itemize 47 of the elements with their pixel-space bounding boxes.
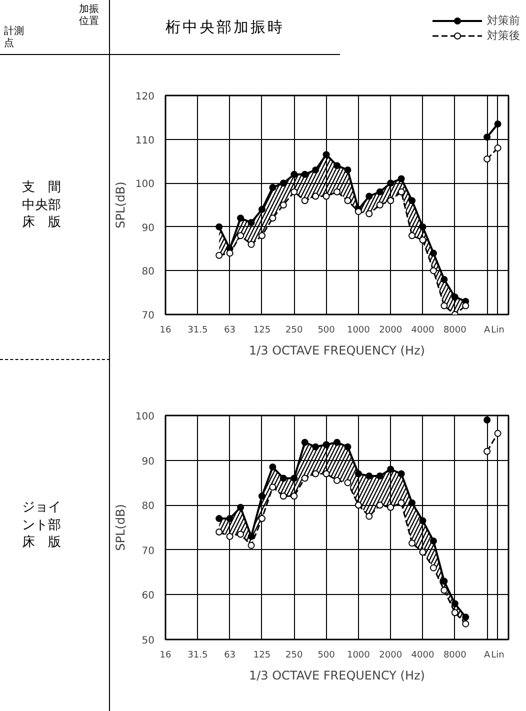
y-tick-label: 90 [142,222,155,234]
x-tick-label: 250 [286,326,303,336]
y-axis-title: SPL(dB) [113,182,128,228]
x-tick-label: 1000 [346,326,370,336]
x-tick-label: 500 [318,326,336,336]
x-tick-label: 63 [224,650,236,660]
x-tick-label: 31.5 [188,650,208,660]
x-axis-title: 1/3 OCTAVE FREQUENCY (Hz) [249,344,426,358]
y-tick-label: 60 [142,590,155,602]
x-tick-label: 2000 [379,650,402,660]
x-tick-label: 16 [160,326,172,336]
y-axis-title: SPL(dB) [113,504,128,551]
x-tick-label: 500 [318,650,336,660]
x-tick-label: 1000 [346,650,370,660]
y-tick-label: 120 [135,92,155,102]
y-tick-label: 70 [142,546,155,557]
x-tick-label: 2000 [379,326,402,336]
text: 計測点 [4,26,25,49]
x-tick-label: 4000 [411,650,434,660]
x-tick-label: 125 [253,650,271,660]
chart-title: 桁中央部加振時 [110,0,340,55]
x-tick-label: Lin [491,326,504,336]
x-tick-label: 8000 [443,650,467,660]
x-axis-title: 1/3 OCTAVE FREQUENCY (Hz) [249,668,426,682]
y-tick-label: 110 [135,135,155,146]
y-tick-label: 50 [142,636,155,646]
x-tick-label: A [484,650,491,660]
y-tick-label: 100 [135,412,155,422]
x-tick-label: 63 [224,326,236,336]
y-tick-label: 90 [142,456,155,468]
text: 加振位置 [78,4,99,27]
x-tick-label: 31.5 [188,326,208,336]
x-tick-label: 125 [253,326,271,336]
text: ジョイント部床 版 [22,499,62,552]
legend-label: 対策前 [487,12,520,28]
x-tick-label: 16 [160,650,172,660]
y-tick-label: 80 [142,266,155,278]
x-tick-label: 8000 [443,326,467,336]
x-tick-label: Lin [491,650,504,660]
y-tick-label: 70 [142,310,155,322]
y-tick-label: 80 [142,501,155,512]
text: 支 間中央部床 版 [22,179,62,232]
x-tick-label: 250 [286,650,303,660]
legend-label: 対策後 [487,28,520,42]
x-tick-label: A [484,326,491,336]
x-tick-label: 4000 [411,326,434,336]
y-tick-label: 100 [135,179,155,190]
